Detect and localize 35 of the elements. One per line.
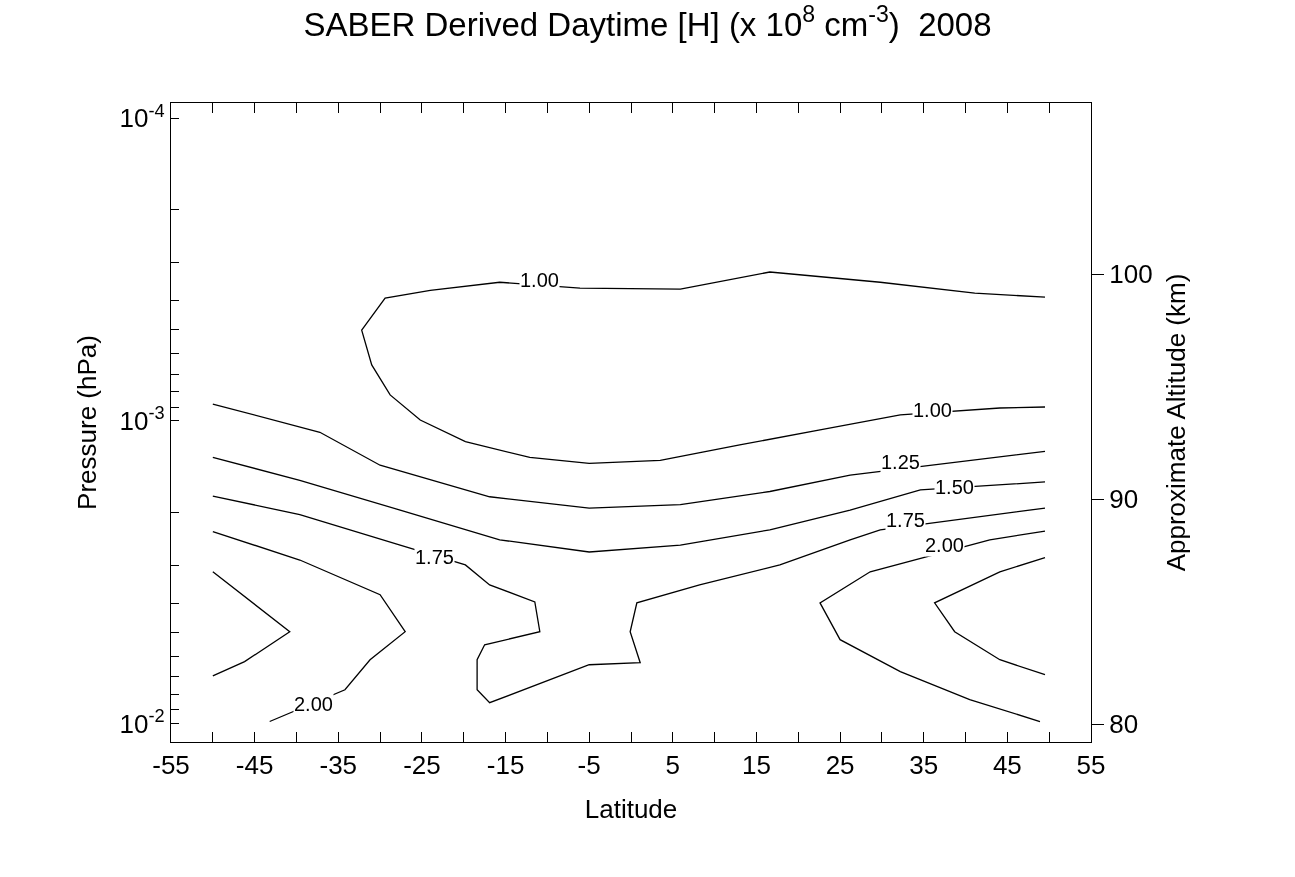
line-series [933,557,1046,676]
line-series [212,571,291,677]
x-tick-label: 25 [825,750,855,781]
x-tick-label: 5 [665,750,681,781]
annotation: 1.25 [881,451,920,473]
y-axis-title: Pressure (hPa) [72,335,103,510]
line-series [212,530,406,723]
x-tick-label: 35 [909,750,939,781]
x-tick-label: 15 [741,750,771,781]
line-series [212,403,1046,509]
x-tick-label: -15 [486,750,525,781]
x-tick-label: 55 [1076,750,1106,781]
annotation: 1.75 [886,509,925,531]
y-tick-label: 10$^{-2}$ [119,705,165,739]
x-tick-label: -5 [577,750,601,781]
x-axis-title: Latitude [584,794,678,824]
y-tick-label: 10$^{-4}$ [119,100,165,134]
x-tick-label: -25 [403,750,441,781]
y-tick-label: 10$^{-3}$ [119,403,165,437]
x-tick-label: -45 [235,750,274,781]
x-tick-label: -55 [152,750,190,781]
annotation: 1.50 [935,476,974,498]
chart-title: SABER Derived Daytime [H] (x 10$^{8}$ cm$^{-3}$) 2008 [303,1,992,44]
x-tick-label: 45 [992,750,1022,781]
y2-tick-label: 100 [1109,259,1153,290]
x-tick-label: -35 [319,750,358,781]
y2-axis-title: Approximate Altitude (km) [1161,273,1192,572]
annotation: 2.00 [925,534,964,556]
y2-tick-label: 90 [1109,484,1139,515]
annotation: 1.00 [520,269,559,291]
y2-tick-label: 80 [1109,709,1139,740]
annotation: 2.00 [294,693,333,715]
annotation: 1.75 [415,546,454,568]
line-series [819,530,1046,723]
annotation: 1.00 [913,399,952,421]
